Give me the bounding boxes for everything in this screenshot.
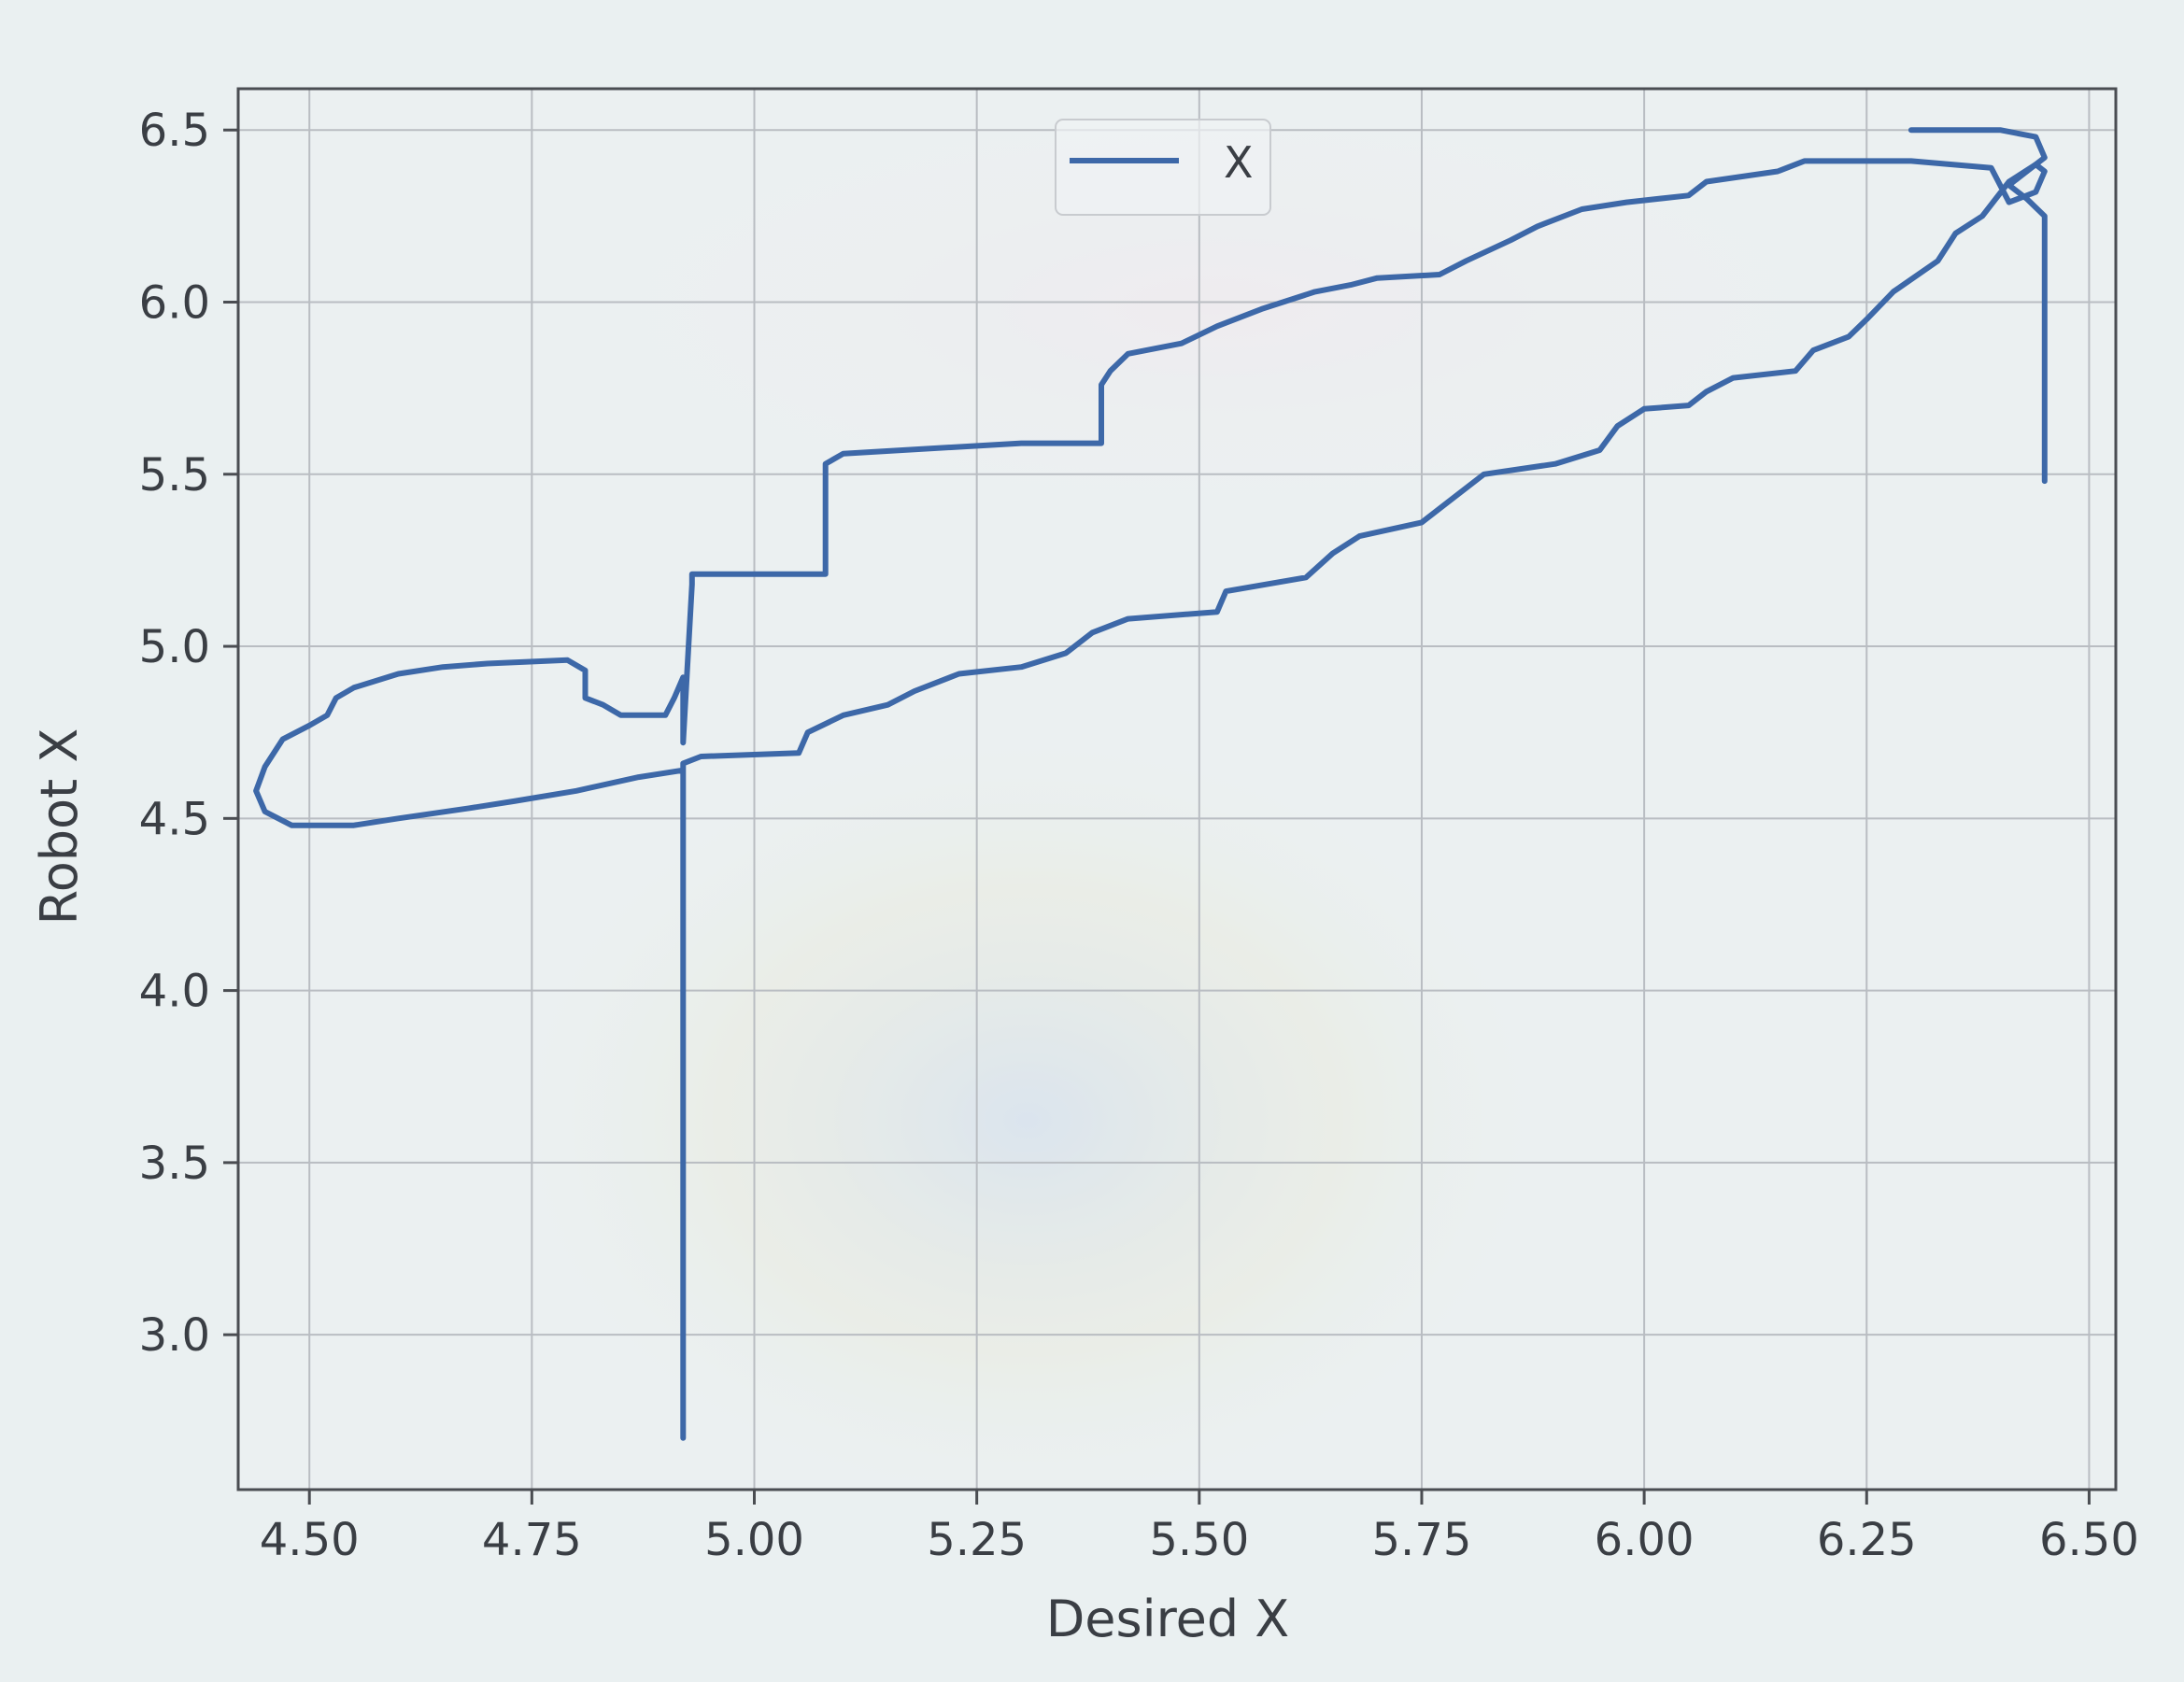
y-tick-label: 6.0 — [139, 277, 210, 330]
x-tick-label: 4.75 — [482, 1514, 582, 1566]
y-tick-label: 3.0 — [139, 1309, 210, 1362]
x-tick-label: 6.25 — [1817, 1514, 1917, 1566]
plot-area — [238, 89, 2116, 1490]
legend-box — [1055, 119, 1271, 216]
y-tick-label: 3.5 — [139, 1138, 210, 1190]
series-line-x — [253, 158, 2048, 1441]
x-tick-label: 6.00 — [1595, 1514, 1695, 1566]
x-tick-label: 5.00 — [704, 1514, 804, 1566]
x-tick-label: 5.50 — [1149, 1514, 1249, 1566]
x-tick-label: 5.75 — [1372, 1514, 1472, 1566]
series-layer — [253, 127, 2048, 1441]
y-tick-label: 4.0 — [139, 966, 210, 1018]
x-tick-label: 6.50 — [2039, 1514, 2139, 1566]
x-tick-label: 5.25 — [927, 1514, 1027, 1566]
glare-blob — [504, 728, 1551, 1513]
x-axis-label: Desired X — [1046, 1590, 1290, 1648]
x-tick-label: 4.50 — [260, 1514, 360, 1566]
y-tick-label: 5.0 — [139, 621, 210, 673]
glare-blob-2 — [467, 65, 1962, 551]
y-axis-label: Robot X — [30, 728, 89, 926]
axes-frame — [236, 87, 2118, 1491]
legend: X — [1055, 119, 1271, 216]
legend-label-x: X — [1224, 137, 1254, 188]
y-tick-label: 4.5 — [139, 793, 210, 845]
ticks: 4.50 4.75 5.00 5.25 5.50 5.75 6.00 6.25 6.50 3.0 3… — [139, 105, 2139, 1566]
series-line-x-segment — [1907, 127, 2048, 485]
y-tick-label: 6.5 — [139, 105, 210, 157]
y-tick-label: 5.5 — [139, 449, 210, 502]
